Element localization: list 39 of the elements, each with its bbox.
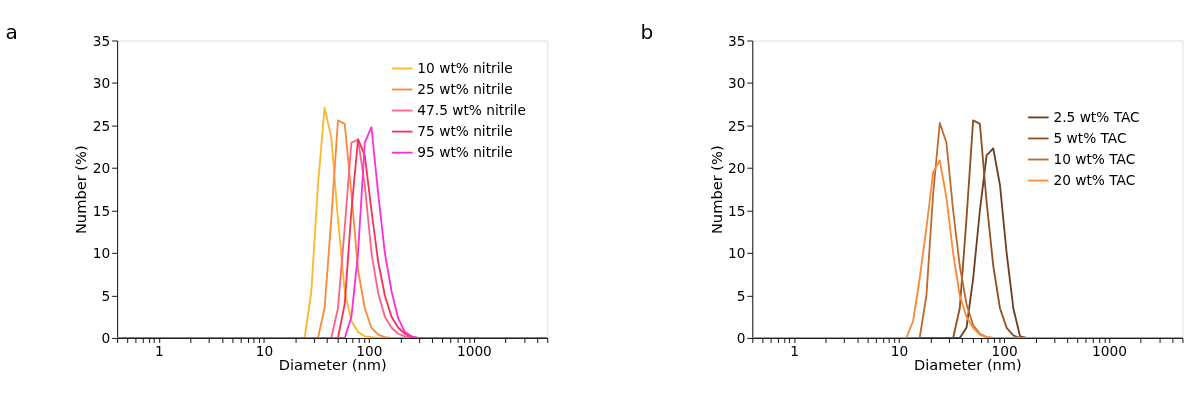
y-tick-label: 25	[728, 117, 746, 134]
y-tick-label: 15	[728, 202, 746, 219]
y-axis-title: Number (%)	[72, 145, 90, 235]
x-tick-label: 10	[255, 342, 274, 359]
y-tick-label: 35	[728, 32, 746, 49]
x-tick-label: 1	[790, 342, 799, 359]
x-tick-label: 100	[356, 342, 383, 359]
y-tick-label: 10	[728, 245, 746, 262]
legend-label: 20 wt% TAC	[1053, 172, 1136, 189]
x-tick-label: 1	[155, 342, 164, 359]
x-axis-title: Diameter (nm)	[278, 356, 387, 374]
y-tick-label: 0	[101, 330, 111, 347]
legend-label: 2.5 wt% TAC	[1053, 108, 1140, 125]
legend-label: 10 wt% TAC	[1053, 151, 1136, 168]
y-axis-title: Number (%)	[707, 145, 725, 235]
legend-label: 47.5 wt% nitrile	[417, 102, 526, 119]
y-tick-label: 30	[92, 75, 111, 92]
y-tick-label: 10	[92, 245, 111, 262]
y-tick-label: 5	[736, 287, 746, 304]
legend-label: 5 wt% TAC	[1053, 130, 1127, 147]
y-tick-label: 20	[92, 160, 111, 177]
chart-title: a	[5, 19, 18, 44]
x-tick-label: 1000	[1092, 342, 1128, 359]
x-tick-label: 10	[890, 342, 909, 359]
legend-label: 95 wt% nitrile	[417, 144, 513, 161]
x-tick-label: 100	[991, 342, 1018, 359]
y-tick-label: 5	[101, 287, 111, 304]
y-tick-label: 35	[92, 32, 111, 49]
y-tick-label: 0	[736, 330, 746, 347]
y-tick-label: 25	[92, 117, 111, 134]
x-tick-label: 1000	[456, 342, 492, 359]
legend-label: 75 wt% nitrile	[417, 123, 513, 140]
y-tick-label: 20	[728, 160, 746, 177]
y-tick-label: 15	[92, 202, 111, 219]
legend-label: 10 wt% nitrile	[417, 60, 513, 77]
x-axis-title: Diameter (nm)	[913, 356, 1022, 374]
y-tick-label: 30	[728, 75, 746, 92]
chart-title: b	[640, 19, 654, 44]
legend-label: 25 wt% nitrile	[417, 81, 513, 98]
